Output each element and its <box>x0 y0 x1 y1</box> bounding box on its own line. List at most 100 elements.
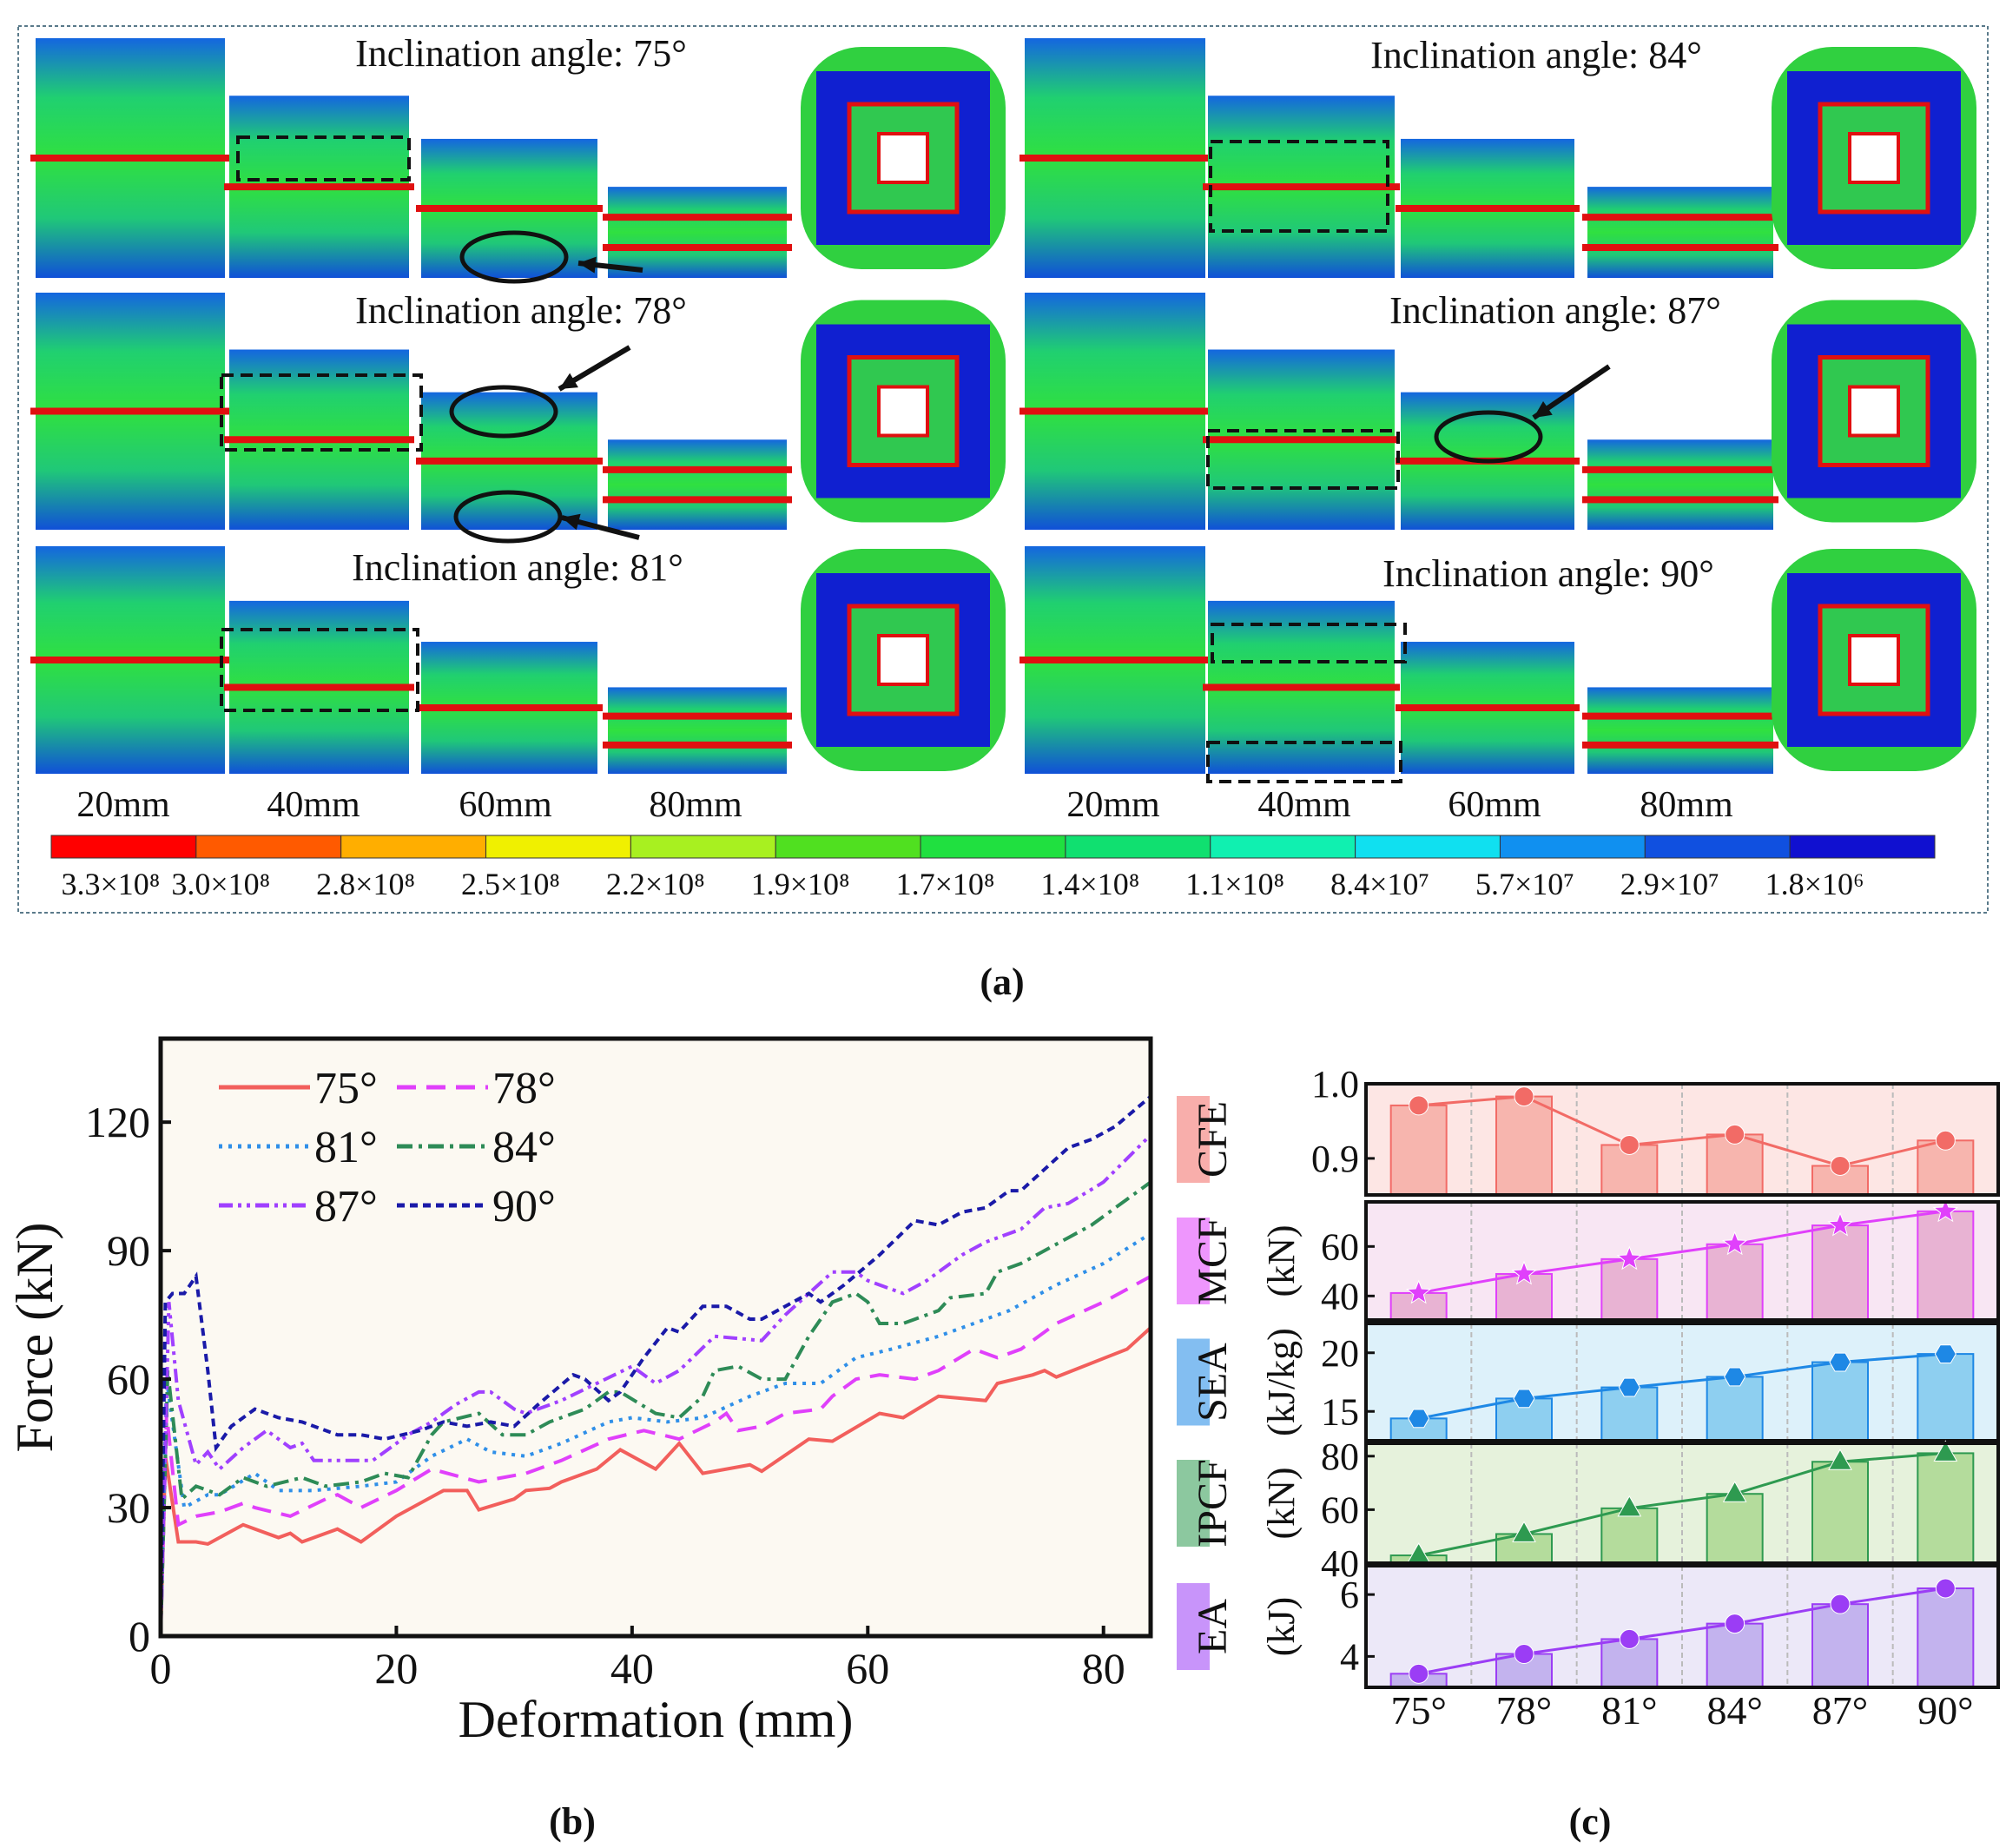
x-tick-label: 90° <box>1917 1688 1973 1732</box>
marker-triangle <box>1828 1449 1852 1470</box>
marker-hexagon <box>1829 1352 1851 1372</box>
legend-item: 84° <box>397 1123 556 1172</box>
marker-circle <box>1619 1134 1640 1155</box>
marker-triangle <box>1722 1481 1747 1502</box>
panel-a-frame <box>17 25 1989 914</box>
legend-item: 78° <box>397 1064 556 1113</box>
deformation-label: 60mm <box>1448 785 1541 825</box>
colorbar-label: 1.7×10⁸ <box>896 867 995 901</box>
deformation-label: 80mm <box>1640 785 1733 825</box>
marker-star <box>1932 1198 1958 1223</box>
bar-ipcf <box>1917 1452 1975 1565</box>
y-tick-label: 40 <box>1321 1542 1359 1585</box>
subplot-ea: 4 6 EA (kJ) <box>1177 1564 2000 1689</box>
highlight-box <box>220 628 419 712</box>
title-78: Inclination angle: 78° <box>355 289 687 332</box>
bar-mcf <box>1811 1224 1869 1321</box>
subplot-frame <box>1364 1200 2000 1322</box>
plot-frame <box>158 1036 1153 1639</box>
colorbar-label: 2.5×10⁸ <box>461 867 560 901</box>
colorbar-segment <box>1065 835 1211 859</box>
title-87: Inclination angle: 87° <box>1389 289 1721 332</box>
top-view-hole <box>1848 385 1900 438</box>
x-tick-label: 78° <box>1496 1688 1552 1732</box>
metric-label: CFE <box>1190 1101 1236 1178</box>
legend-label: 81° <box>314 1123 378 1172</box>
unit-label: (kJ/kg) <box>1260 1328 1303 1436</box>
metric-label: EA <box>1190 1599 1236 1654</box>
bar-ea <box>1811 1603 1869 1688</box>
subplot-frame <box>1364 1322 2000 1442</box>
colorbar-label: 1.8×10⁶ <box>1765 867 1864 901</box>
marker-circle <box>1935 1578 1956 1599</box>
metric-label: MCF <box>1190 1217 1236 1304</box>
metric-label: IPCF <box>1190 1459 1236 1547</box>
bar-cfe <box>1495 1095 1553 1196</box>
highlight-ellipse <box>449 385 558 439</box>
bar-sea <box>1917 1353 1975 1442</box>
colorbar-label: 2.8×10⁸ <box>316 867 415 901</box>
bar-ipcf <box>1706 1493 1764 1564</box>
highlight-box <box>1206 741 1402 783</box>
subplot-frame <box>1364 1082 2000 1197</box>
arrow-icon <box>1532 364 1611 420</box>
legend-label: 90° <box>492 1182 556 1231</box>
subplot-ipcf: 40 60 80 IPCF (kN) <box>1177 1436 2000 1585</box>
colorbar-label: 3.3×10⁸ <box>61 867 160 901</box>
y-tick-label: 120 <box>85 1098 150 1146</box>
deformation-label: 80mm <box>649 785 742 825</box>
colorbar-segment <box>775 835 921 859</box>
y-tick-label: 1.0 <box>1311 1063 1359 1106</box>
marker-hexagon <box>1513 1389 1535 1409</box>
highlight-ellipse <box>453 490 563 544</box>
y-tick-label: 0 <box>129 1612 150 1660</box>
x-tick-label: 81° <box>1601 1688 1657 1732</box>
colorbar: 3.3×10⁸ 3.0×10⁸ 2.8×10⁸ 2.5×10⁸ 2.2×10⁸ 1.9×1… <box>50 835 1936 901</box>
marker-hexagon <box>1724 1367 1746 1387</box>
top-view-hole <box>1848 634 1900 686</box>
colorbar-label: 5.7×10⁷ <box>1475 867 1574 901</box>
top-view-hole <box>877 634 929 686</box>
highlight-ellipse <box>1434 410 1543 464</box>
colorbar-segment <box>485 835 631 859</box>
title-84: Inclination angle: 84° <box>1370 34 1702 76</box>
colorbar-segment <box>1644 835 1791 859</box>
subplot-frame <box>1364 1564 2000 1689</box>
y-tick-label: 30 <box>107 1483 150 1532</box>
colorbar-label: 2.2×10⁸ <box>606 867 705 901</box>
bar-cfe <box>1389 1104 1448 1196</box>
legend-item: 81° <box>219 1123 378 1172</box>
colorbar-segment <box>1210 835 1356 859</box>
bar-mcf <box>1917 1210 1975 1321</box>
marker-circle <box>1935 1130 1956 1151</box>
top-view-tube <box>1818 355 1930 467</box>
colorbar-label: 1.4×10⁸ <box>1040 867 1139 901</box>
marker-circle <box>1514 1086 1534 1107</box>
legend-item: 87° <box>219 1182 378 1231</box>
y-tick-label: 6 <box>1340 1574 1359 1616</box>
fea-block <box>608 439 787 530</box>
marker-hexagon <box>1618 1377 1640 1397</box>
marker-hexagon <box>1408 1409 1430 1429</box>
bar-mcf <box>1600 1257 1659 1322</box>
legend-item: 75° <box>219 1064 378 1113</box>
subplot-frame <box>1364 1442 2000 1565</box>
title-75: Inclination angle: 75° <box>355 32 687 75</box>
fea-block <box>608 687 787 774</box>
colorbar-label: 8.4×10⁷ <box>1330 867 1429 901</box>
fea-block <box>1587 187 1773 278</box>
arrow-icon <box>561 513 640 540</box>
y-tick-label: 60 <box>1321 1488 1359 1531</box>
bar-mcf <box>1495 1272 1553 1321</box>
panel-b-label: (b) <box>549 1800 596 1843</box>
fea-block <box>608 187 787 278</box>
title-81: Inclination angle: 81° <box>352 546 683 589</box>
bar-mcf <box>1706 1243 1764 1322</box>
top-view-hole <box>1848 132 1900 184</box>
legend-label: 84° <box>492 1123 556 1172</box>
colorbar-segment <box>1789 835 1936 859</box>
highlight-box <box>1209 140 1389 233</box>
metric-color-swatch <box>1177 1460 1210 1547</box>
x-tick-label: 40 <box>610 1644 654 1693</box>
